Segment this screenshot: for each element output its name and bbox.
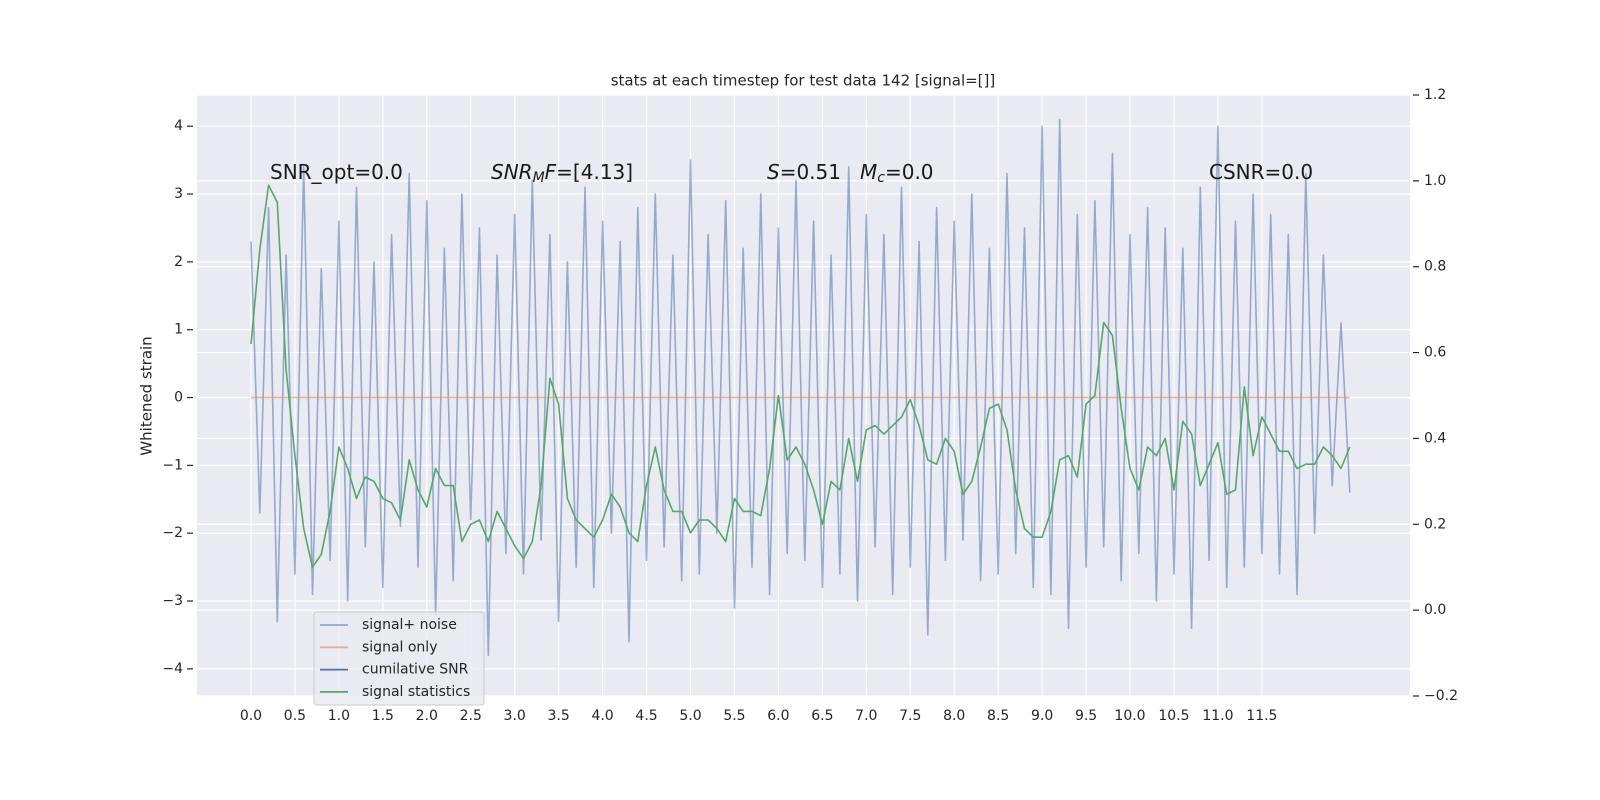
x-tick-label: 6.5	[811, 708, 833, 724]
x-tick-label: 2.5	[460, 708, 482, 724]
annotation-part: =0.51	[780, 160, 841, 184]
annotation-part: M	[533, 170, 545, 186]
legend-label: signal only	[362, 639, 437, 655]
x-tick-label: 3.0	[504, 708, 526, 724]
y-axis-label: Whitened strain	[138, 336, 156, 455]
annotation: S=0.51	[767, 160, 841, 184]
annotation-part: CSNR=0.0	[1209, 160, 1313, 184]
x-tick-label: 1.5	[372, 708, 394, 724]
y2-tick-label: 0.8	[1424, 259, 1446, 275]
y-tick-label: −2	[162, 525, 183, 541]
x-tick-label: 0.0	[240, 708, 262, 724]
annotation-part: F	[545, 160, 557, 184]
y-tick-label: 1	[174, 322, 183, 338]
x-tick-label: 9.5	[1075, 708, 1097, 724]
y2-tick-label: 0.4	[1424, 430, 1446, 446]
x-tick-label: 10.5	[1158, 708, 1189, 724]
plot-area	[197, 95, 1410, 696]
x-tick-label: 7.0	[855, 708, 877, 724]
x-tick-label: 5.0	[679, 708, 701, 724]
y-tick-label: 2	[174, 254, 183, 270]
legend-box	[313, 611, 485, 706]
x-tick-label: 8.0	[943, 708, 965, 724]
x-tick-label: 1.0	[328, 708, 350, 724]
y2-tick-label: 0.6	[1424, 345, 1446, 361]
x-tick-label: 11.0	[1202, 708, 1233, 724]
legend-label: signal statistics	[362, 684, 470, 700]
annotation: Mc=0.0	[860, 160, 934, 187]
x-tick-label: 2.0	[416, 708, 438, 724]
series-line	[250, 118, 1351, 657]
annotation: SNRMF=[4.13]	[491, 160, 633, 187]
y2-tick-label: 0.2	[1424, 516, 1446, 532]
legend-label: signal+ noise	[362, 617, 457, 633]
annotation-part: S	[767, 160, 780, 184]
x-tick-label: 8.5	[987, 708, 1009, 724]
annotation: CSNR=0.0	[1209, 160, 1313, 184]
y-tick-label: 3	[174, 186, 183, 202]
y2-tick-label: 1.2	[1424, 87, 1446, 103]
series-line	[250, 184, 1351, 568]
y-tick-label: −1	[162, 457, 183, 473]
chart-title: stats at each timestep for test data 142…	[611, 72, 996, 90]
x-tick-label: 0.5	[284, 708, 306, 724]
annotation-part: M	[860, 160, 877, 184]
x-tick-label: 4.0	[591, 708, 613, 724]
x-tick-label: 9.0	[1031, 708, 1053, 724]
legend-label: cumilative SNR	[362, 662, 469, 678]
legend: signal+ noise signal only cumilative SNR si…	[313, 611, 485, 706]
x-tick-label: 4.5	[635, 708, 657, 724]
y-tick-label: 4	[174, 118, 183, 134]
annotation: SNR_opt=0.0	[270, 160, 403, 184]
annotation-part: SNR_opt=0.0	[270, 160, 403, 184]
y2-tick-label: −0.2	[1424, 688, 1458, 704]
x-tick-label: 5.5	[723, 708, 745, 724]
x-tick-label: 11.5	[1246, 708, 1277, 724]
annotation-part: =[4.13]	[556, 160, 633, 184]
y2-tick-label: 0.0	[1424, 602, 1446, 618]
annotation-part: =0.0	[885, 160, 934, 184]
y-tick-label: −4	[162, 661, 183, 677]
annotation-part: c	[877, 170, 885, 186]
y-tick-label: −3	[162, 593, 183, 609]
x-tick-label: 7.5	[899, 708, 921, 724]
x-tick-label: 3.5	[548, 708, 570, 724]
y2-tick-label: 1.0	[1424, 173, 1446, 189]
y-tick-label: 0	[174, 390, 183, 406]
x-tick-label: 6.0	[767, 708, 789, 724]
annotation-part: SNR	[491, 160, 533, 184]
x-tick-label: 10.0	[1114, 708, 1145, 724]
